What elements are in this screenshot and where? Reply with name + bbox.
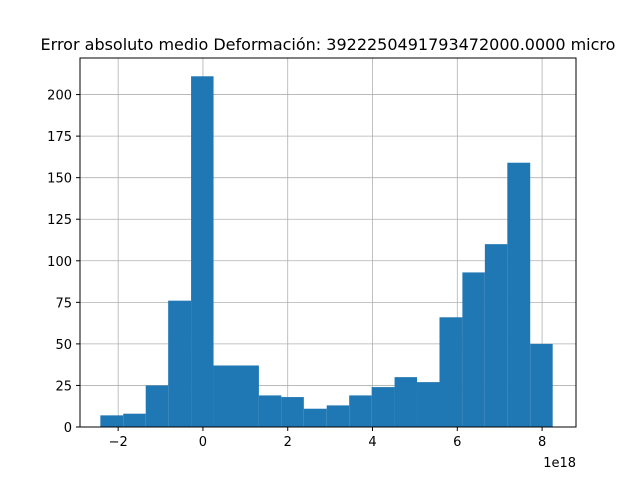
y-tick-label: 200 — [47, 89, 72, 104]
histogram-bar — [168, 300, 192, 427]
histogram-bar — [100, 415, 124, 427]
x-tick-label: 4 — [368, 435, 376, 450]
histogram-bar — [303, 408, 327, 427]
histogram-bar — [191, 76, 214, 427]
histogram-bar — [236, 365, 259, 427]
x-tick-label: 8 — [538, 435, 546, 450]
histogram-bar — [281, 397, 304, 427]
y-tick-label: 50 — [55, 338, 72, 353]
histogram-bar — [349, 395, 372, 427]
chart-title: Error absoluto medio Deformación: 392225… — [41, 35, 616, 54]
histogram-bar — [145, 385, 169, 427]
histogram-bar — [417, 382, 440, 427]
histogram-bar — [258, 395, 282, 427]
y-tick-label: 75 — [55, 296, 72, 311]
x-tick-label: −2 — [109, 435, 128, 450]
y-tick-label: 25 — [55, 379, 72, 394]
histogram-bar — [371, 387, 395, 427]
histogram-bar — [326, 405, 350, 427]
histogram-bar — [507, 162, 531, 427]
histogram-bars — [100, 76, 553, 427]
axis-ticks: −2 0 2 4 6 8 0 25 50 75 100 125 150 175 200 — [47, 89, 546, 450]
y-tick-label: 125 — [47, 213, 72, 228]
x-tick-label: 2 — [284, 435, 292, 450]
y-tick-label: 175 — [47, 130, 72, 145]
x-tick-label: 0 — [199, 435, 207, 450]
histogram-bar — [123, 413, 146, 427]
plot-frame — [79, 57, 577, 428]
histogram-bar — [439, 317, 463, 427]
y-tick-label: 100 — [47, 255, 72, 270]
histogram-bar — [530, 343, 553, 427]
x-axis-offset-label: 1e18 — [543, 456, 576, 471]
y-tick-label: 0 — [64, 421, 72, 436]
histogram-bar — [213, 365, 237, 427]
x-tick-label: 6 — [453, 435, 461, 450]
histogram-bar — [484, 244, 508, 427]
histogram-bar — [462, 272, 485, 427]
y-tick-label: 150 — [47, 172, 72, 187]
histogram-bar — [394, 377, 418, 427]
